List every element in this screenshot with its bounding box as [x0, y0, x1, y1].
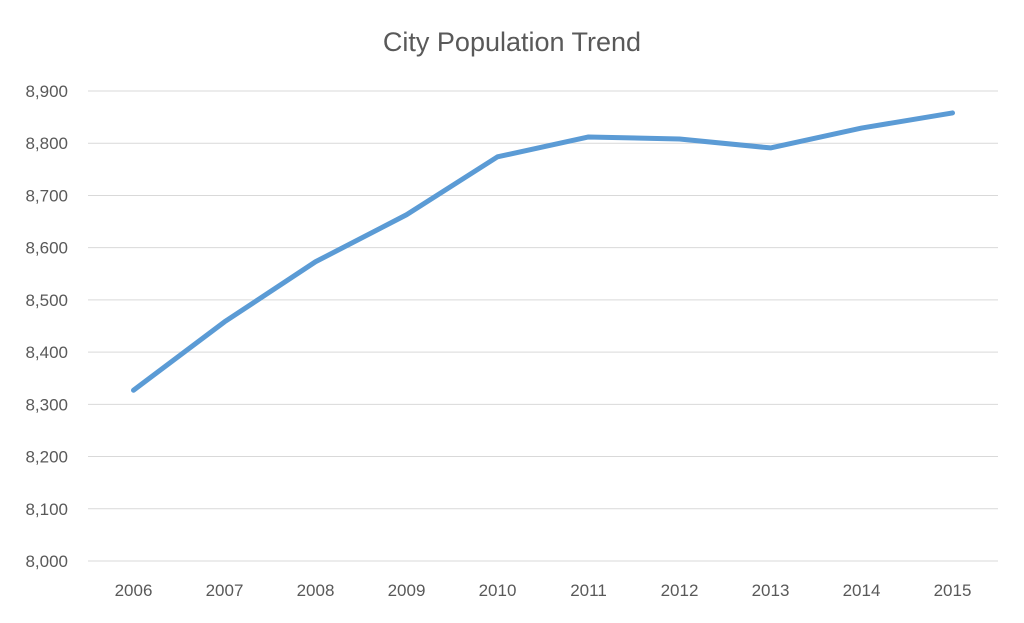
- series-line: [134, 113, 953, 390]
- x-tick-label: 2007: [206, 581, 244, 600]
- y-tick-label: 8,100: [25, 500, 68, 519]
- x-tick-label: 2012: [661, 581, 699, 600]
- x-tick-label: 2009: [388, 581, 426, 600]
- y-tick-label: 8,300: [25, 395, 68, 414]
- y-tick-label: 8,200: [25, 448, 68, 467]
- y-tick-label: 8,400: [25, 343, 68, 362]
- y-tick-label: 8,000: [25, 552, 68, 571]
- y-tick-label: 8,700: [25, 186, 68, 205]
- x-tick-label: 2006: [115, 581, 153, 600]
- y-tick-label: 8,500: [25, 291, 68, 310]
- chart-title: City Population Trend: [383, 27, 641, 57]
- x-tick-label: 2008: [297, 581, 335, 600]
- y-tick-label: 8,800: [25, 134, 68, 153]
- y-tick-label: 8,900: [25, 82, 68, 101]
- y-tick-label: 8,600: [25, 239, 68, 258]
- x-tick-label: 2011: [570, 581, 607, 600]
- x-tick-label: 2013: [752, 581, 790, 600]
- x-tick-label: 2010: [479, 581, 517, 600]
- x-tick-label: 2014: [843, 581, 881, 600]
- x-tick-label: 2015: [934, 581, 972, 600]
